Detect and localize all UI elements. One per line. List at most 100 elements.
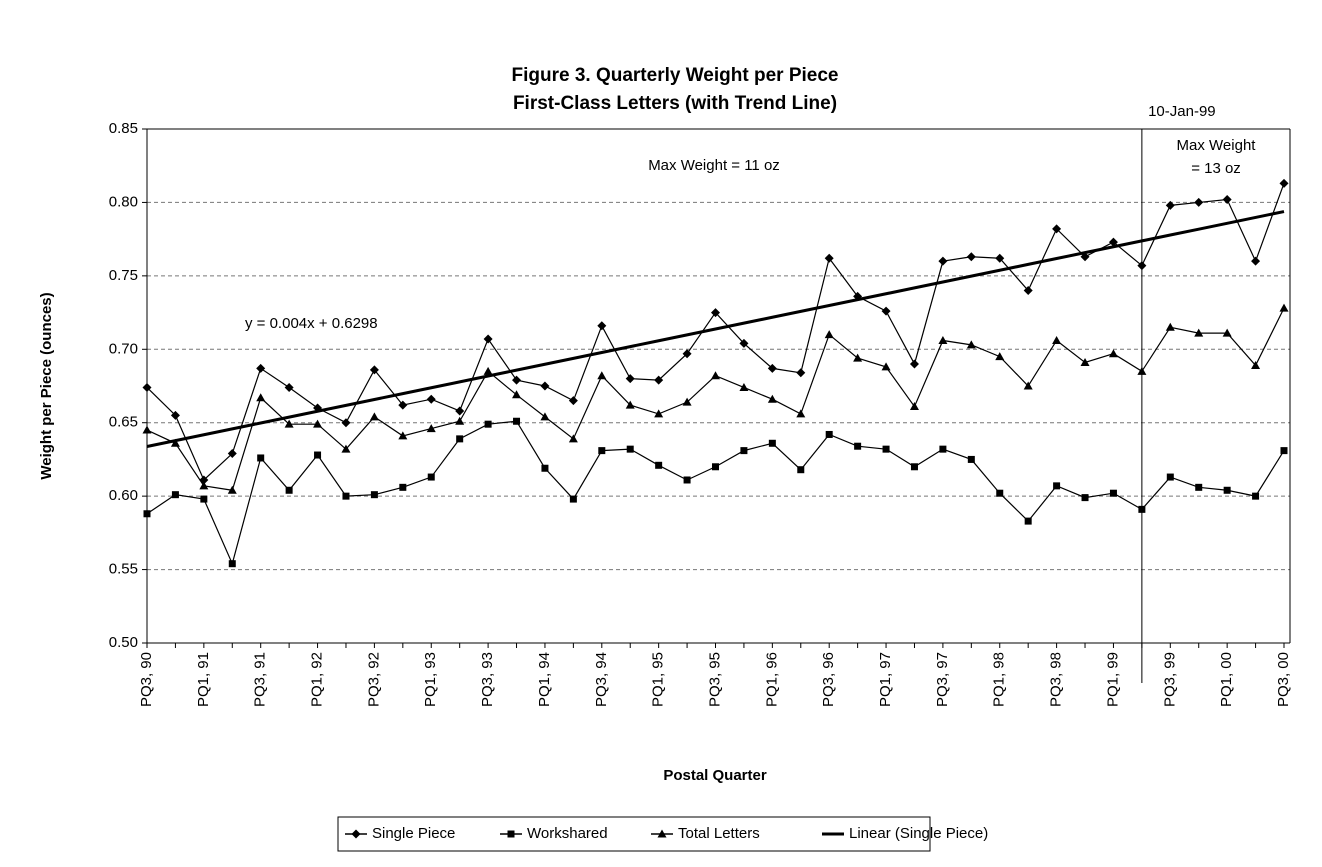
x-tick-label: PQ1, 92 bbox=[309, 652, 326, 707]
data-point bbox=[767, 363, 777, 373]
data-point bbox=[1279, 178, 1289, 188]
data-point bbox=[995, 352, 1005, 361]
x-tick-label: PQ3, 00 bbox=[1275, 652, 1292, 707]
data-point bbox=[1137, 261, 1147, 271]
y-tick-label: 0.50 bbox=[109, 634, 138, 651]
x-tick-label: PQ1, 95 bbox=[650, 652, 667, 707]
y-tick-label: 0.65 bbox=[109, 414, 138, 431]
data-point bbox=[740, 447, 748, 455]
data-point bbox=[739, 338, 749, 348]
data-point bbox=[1108, 349, 1118, 358]
data-point bbox=[484, 420, 492, 428]
data-point bbox=[966, 340, 976, 349]
data-point bbox=[483, 366, 493, 375]
legend-label: Workshared bbox=[527, 825, 608, 842]
legend-label: Single Piece bbox=[372, 825, 455, 842]
data-point bbox=[1194, 328, 1204, 337]
data-point bbox=[767, 394, 777, 403]
x-tick-label: PQ1, 93 bbox=[422, 652, 439, 707]
data-point bbox=[824, 253, 834, 263]
data-point bbox=[966, 252, 976, 262]
data-point bbox=[285, 486, 293, 494]
annotation: Max Weight bbox=[1177, 137, 1257, 154]
data-point bbox=[1165, 200, 1175, 210]
data-point bbox=[369, 412, 379, 421]
data-point bbox=[569, 495, 577, 503]
x-tick-label: PQ3, 95 bbox=[706, 652, 723, 707]
data-point bbox=[228, 560, 236, 568]
data-point bbox=[171, 491, 179, 499]
data-point bbox=[256, 363, 266, 373]
x-tick-label: PQ3, 92 bbox=[365, 652, 382, 707]
data-point bbox=[938, 335, 948, 344]
data-point bbox=[909, 402, 919, 411]
data-point bbox=[796, 409, 806, 418]
data-point bbox=[1109, 489, 1117, 497]
data-point bbox=[512, 390, 522, 399]
data-point bbox=[143, 510, 151, 518]
legend-marker bbox=[351, 829, 361, 839]
annotation: = 13 oz bbox=[1191, 160, 1241, 177]
legend-marker bbox=[507, 830, 515, 838]
data-point bbox=[882, 445, 890, 453]
data-point bbox=[1252, 492, 1260, 500]
data-point bbox=[881, 362, 891, 371]
data-point bbox=[513, 417, 521, 425]
data-point bbox=[398, 400, 408, 410]
x-tick-label: PQ3, 96 bbox=[820, 652, 837, 707]
trend-equation: y = 0.004x + 0.6298 bbox=[245, 315, 378, 332]
data-point bbox=[1052, 224, 1062, 234]
data-point bbox=[1165, 322, 1175, 331]
x-tick-label: PQ3, 93 bbox=[479, 652, 496, 707]
data-point bbox=[170, 410, 180, 420]
data-point bbox=[598, 447, 606, 455]
data-point bbox=[597, 371, 607, 380]
x-tick-label: PQ3, 99 bbox=[1161, 652, 1178, 707]
series-line bbox=[146, 210, 1285, 448]
x-tick-label: PQ3, 90 bbox=[138, 652, 155, 707]
data-point bbox=[341, 444, 351, 453]
data-point bbox=[341, 418, 351, 428]
data-point bbox=[1138, 505, 1146, 513]
data-point bbox=[711, 308, 720, 318]
data-point bbox=[1081, 494, 1089, 502]
data-point bbox=[682, 397, 692, 406]
data-point bbox=[824, 330, 834, 339]
chart-title: First-Class Letters (with Trend Line) bbox=[513, 93, 837, 114]
date-marker-label: 10-Jan-99 bbox=[1148, 103, 1216, 120]
data-point bbox=[426, 424, 436, 433]
data-point bbox=[910, 463, 918, 471]
data-point bbox=[568, 434, 578, 443]
data-point bbox=[568, 396, 578, 406]
series-line bbox=[146, 307, 1285, 491]
data-point bbox=[455, 416, 465, 425]
data-point bbox=[1052, 335, 1062, 344]
x-tick-label: PQ3, 97 bbox=[934, 652, 951, 707]
data-point bbox=[257, 454, 265, 462]
data-point bbox=[1024, 517, 1032, 525]
legend-box bbox=[337, 816, 931, 852]
x-tick-label: PQ3, 94 bbox=[593, 652, 610, 707]
x-tick-label: PQ3, 98 bbox=[1048, 652, 1065, 707]
data-point bbox=[284, 419, 294, 428]
data-point bbox=[796, 368, 806, 378]
chart-title: Figure 3. Quarterly Weight per Piece bbox=[512, 65, 839, 86]
data-point bbox=[483, 334, 493, 344]
data-point bbox=[682, 349, 692, 359]
data-point bbox=[909, 359, 919, 369]
data-point bbox=[711, 371, 720, 380]
data-point bbox=[881, 306, 891, 316]
data-point bbox=[1222, 194, 1232, 204]
data-point bbox=[825, 430, 833, 438]
legend-label: Total Letters bbox=[678, 825, 760, 842]
data-point bbox=[1222, 328, 1232, 337]
data-point bbox=[1280, 447, 1288, 455]
data-point bbox=[284, 382, 294, 392]
x-tick-label: PQ1, 99 bbox=[1104, 652, 1121, 707]
data-point bbox=[1166, 473, 1174, 481]
data-point bbox=[256, 393, 266, 402]
data-point bbox=[938, 256, 948, 266]
data-point bbox=[654, 375, 664, 385]
legend-label: Linear (Single Piece) bbox=[849, 825, 988, 842]
